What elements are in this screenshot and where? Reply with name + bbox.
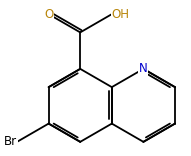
Text: N: N: [139, 62, 148, 75]
Text: OH: OH: [112, 8, 130, 21]
Text: Br: Br: [4, 135, 17, 148]
Text: O: O: [44, 8, 53, 21]
